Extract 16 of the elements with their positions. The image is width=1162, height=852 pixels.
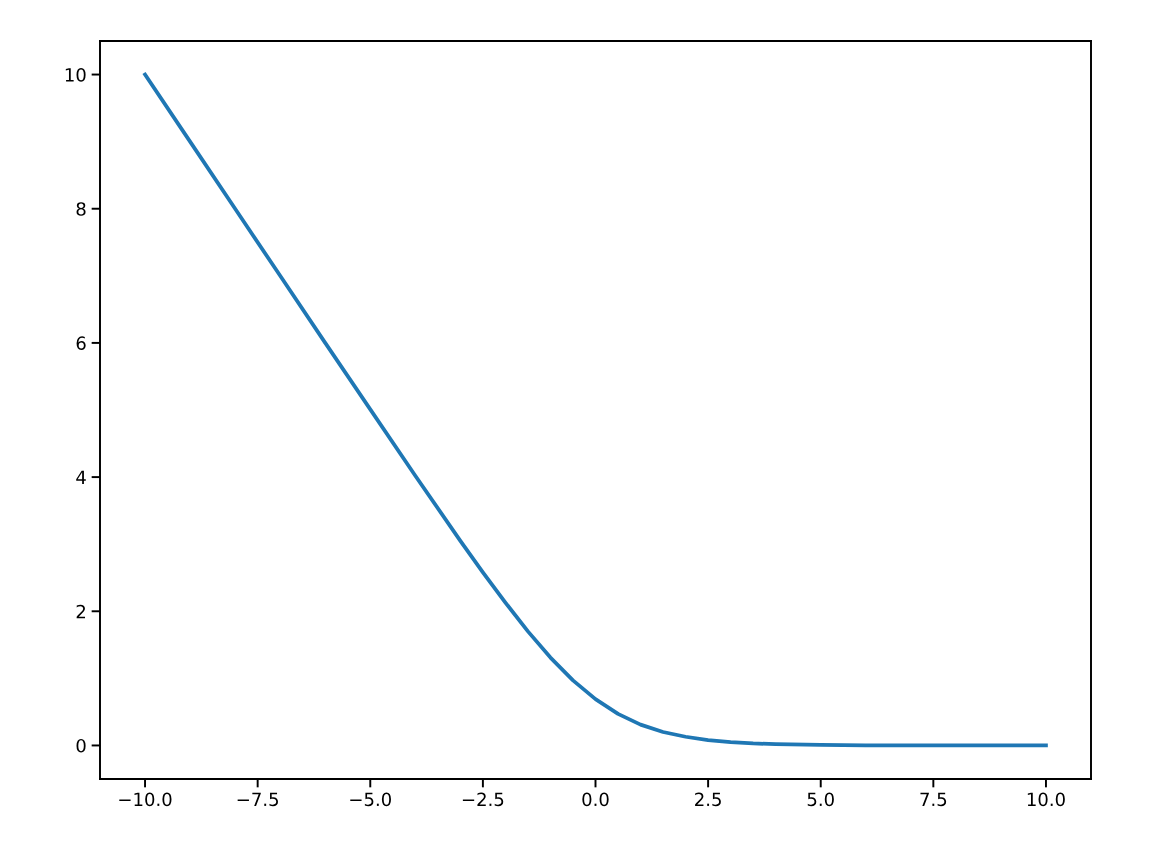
y-tick-label: 4 xyxy=(76,470,86,484)
x-tick-label: −2.5 xyxy=(462,792,504,807)
x-tick-label: 2.5 xyxy=(695,792,721,807)
x-tick-label: −7.5 xyxy=(237,792,278,807)
y-tick-label: 0 xyxy=(76,738,86,753)
y-tick-label: 10 xyxy=(65,68,86,82)
x-tick-label: −10.0 xyxy=(119,792,172,807)
x-tick-label: 0.0 xyxy=(582,792,609,807)
x-tick-label: 10.0 xyxy=(1027,792,1065,807)
y-tick-label: 2 xyxy=(76,604,85,619)
x-tick-label: 5.0 xyxy=(807,792,834,807)
x-tick-label: 7.5 xyxy=(920,792,947,807)
line-series xyxy=(143,72,1048,748)
x-tick-label: −5.0 xyxy=(350,792,391,807)
y-tick-label: 6 xyxy=(76,336,86,351)
y-tick-label: 8 xyxy=(76,202,86,216)
